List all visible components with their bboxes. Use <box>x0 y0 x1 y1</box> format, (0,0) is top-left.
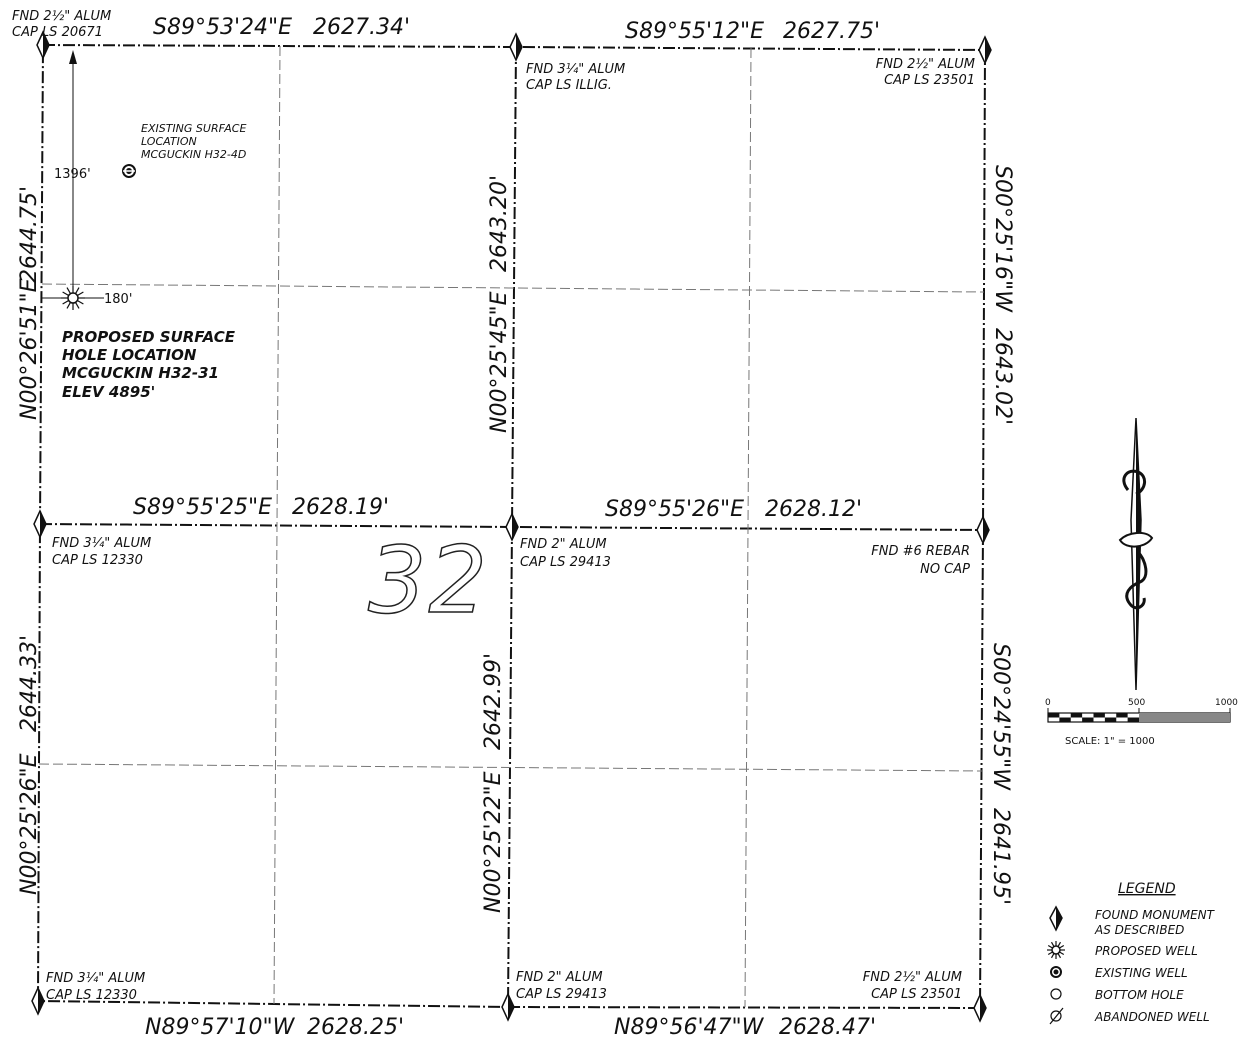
monument-icon-shade <box>40 511 46 537</box>
distance-south-w: 2628.25' <box>307 1015 404 1040</box>
scale-label: SCALE: 1" = 1000 <box>1065 736 1155 747</box>
monument-s-center-line2: CAP LS 29413 <box>516 987 607 1002</box>
distance-west-n: 2644.75' <box>17 186 42 283</box>
scale-check <box>1070 713 1083 718</box>
distance-north-e: 2627.75' <box>783 19 880 44</box>
distance-east-n: 2643.02' <box>990 328 1015 425</box>
proposed-well-label-4: ELEV 4895' <box>62 383 155 401</box>
legend-existing-well-icon <box>1050 966 1062 978</box>
monument-w-mid-line2: CAP LS 12330 <box>52 553 143 568</box>
bearing-east-s: S00°24'55"W <box>988 643 1013 791</box>
distance-center-s: 2642.99' <box>481 653 506 750</box>
monument-ne-line1: FND 2½" ALUM <box>876 57 975 72</box>
monument-sw-line2: CAP LS 12330 <box>46 988 137 1003</box>
scale-check <box>1127 717 1139 722</box>
proposed-well-label-1: PROPOSED SURFACE <box>62 328 236 346</box>
distance-mid-w: 2628.19' <box>292 495 389 520</box>
distance-center-n: 2643.20' <box>487 175 512 272</box>
monument-e-mid-line1: FND #6 REBAR <box>871 544 970 559</box>
legend-abandoned-well-icon <box>1049 1007 1064 1025</box>
proposed-well-icon <box>61 286 85 310</box>
scale-tick-1000: 1000 <box>1215 698 1238 708</box>
monument-ne-line2: CAP LS 23501 <box>884 73 975 88</box>
monument-icon-shade <box>985 37 991 63</box>
monument-e-mid-line2: NO CAP <box>920 562 970 577</box>
monument-icon-shade <box>983 517 989 543</box>
monument-w-mid-line1: FND 3¼" ALUM <box>52 536 151 551</box>
monument-se-line1: FND 2½" ALUM <box>863 970 962 985</box>
monument-icon-shade <box>980 995 986 1021</box>
bearing-mid-e: S89°55'26"E <box>605 497 744 522</box>
bearing-center-n: N00°25'45"E <box>487 291 512 433</box>
monument-icon-shade <box>508 994 514 1020</box>
existing-well-label-2: LOCATION <box>141 135 197 148</box>
sixteenth-line <box>38 763 983 772</box>
monument-icon-shade <box>43 32 49 58</box>
monument-nw-line2: CAP LS 20671 <box>12 25 103 40</box>
distance-mid-e: 2628.12' <box>765 497 862 522</box>
legend-item-existing: EXISTING WELL <box>1095 966 1188 980</box>
monument-icon-shade <box>38 988 44 1014</box>
north-offset-arrow <box>69 50 77 64</box>
legend-item-monument-1: FOUND MONUMENT <box>1095 908 1216 922</box>
proposed-well-label-3: MCGUCKIN H32-31 <box>62 364 219 382</box>
bearing-mid-w: S89°55'25"E <box>133 495 272 520</box>
distance-east-s: 2641.95' <box>988 808 1013 905</box>
bearing-center-s: N00°25'22"E <box>481 771 506 913</box>
legend-bottom-hole-icon <box>1050 988 1062 1000</box>
sixteenth-line <box>273 45 281 1005</box>
bearing-north-e: S89°55'12"E <box>625 19 764 44</box>
monument-symbols <box>31 30 992 1023</box>
distance-west-s: 2644.33' <box>17 635 42 732</box>
monument-center-line2: CAP LS 29413 <box>520 555 611 570</box>
scale-check <box>1082 717 1094 722</box>
legend-item-proposed: PROPOSED WELL <box>1095 944 1198 958</box>
legend-title: LEGEND <box>1118 881 1176 897</box>
north-arrow-icon <box>1118 417 1154 691</box>
scale-bar <box>1047 708 1231 723</box>
scale-check <box>1116 713 1128 718</box>
bearing-west-s: N00°25'26"E <box>17 753 42 895</box>
section-number: 32 <box>368 527 489 634</box>
scale-check <box>1093 713 1105 718</box>
scale-check <box>1104 717 1117 722</box>
west-offset-label: 180' <box>104 292 132 307</box>
monument-sw-line1: FND 3¼" ALUM <box>46 971 145 986</box>
monument-icon-shade <box>512 514 518 540</box>
bearing-south-w: N89°57'10"W <box>145 1015 296 1040</box>
existing-well-label-1: EXISTING SURFACE <box>141 122 246 135</box>
distance-north-w: 2627.34' <box>313 15 410 40</box>
monument-s-center-line1: FND 2" ALUM <box>516 970 603 985</box>
legend-item-abandoned: ABANDONED WELL <box>1094 1010 1210 1024</box>
scale-tick-0: 0 <box>1045 698 1051 708</box>
scale-check <box>1059 717 1071 722</box>
bearing-south-e: N89°56'47"W <box>614 1015 765 1040</box>
existing-well-icon <box>122 164 136 178</box>
scale-check <box>1048 713 1060 718</box>
north-offset-label: 1396' <box>54 167 91 182</box>
bearing-north-w: S89°53'24"E <box>153 15 292 40</box>
monument-nw-line1: FND 2½" ALUM <box>12 9 111 24</box>
monument-n-center-line1: FND 3¼" ALUM <box>526 62 625 77</box>
monument-center-line1: FND 2" ALUM <box>520 537 607 552</box>
bearing-west-n: N00°26'51"E <box>17 278 42 420</box>
legend-monument-icon <box>1049 905 1063 932</box>
sixteenth-line <box>744 47 752 1008</box>
legend-proposed-well-icon <box>1047 941 1065 959</box>
proposed-well-label-2: HOLE LOCATION <box>62 346 197 364</box>
bearing-east-n: S00°25'16"W <box>990 165 1015 313</box>
scale-tick-500: 500 <box>1128 698 1145 708</box>
monument-se-line2: CAP LS 23501 <box>871 987 962 1002</box>
legend-item-bottom-hole: BOTTOM HOLE <box>1095 988 1184 1002</box>
distance-south-e: 2628.47' <box>779 1015 876 1040</box>
sixteenth-line <box>41 283 985 293</box>
existing-well-label-3: MCGUCKIN H32-4D <box>141 148 246 161</box>
monument-n-center-line2: CAP LS ILLIG. <box>526 78 612 93</box>
monument-icon-shade <box>516 34 522 60</box>
legend-item-monument-2: AS DESCRIBED <box>1094 923 1184 937</box>
